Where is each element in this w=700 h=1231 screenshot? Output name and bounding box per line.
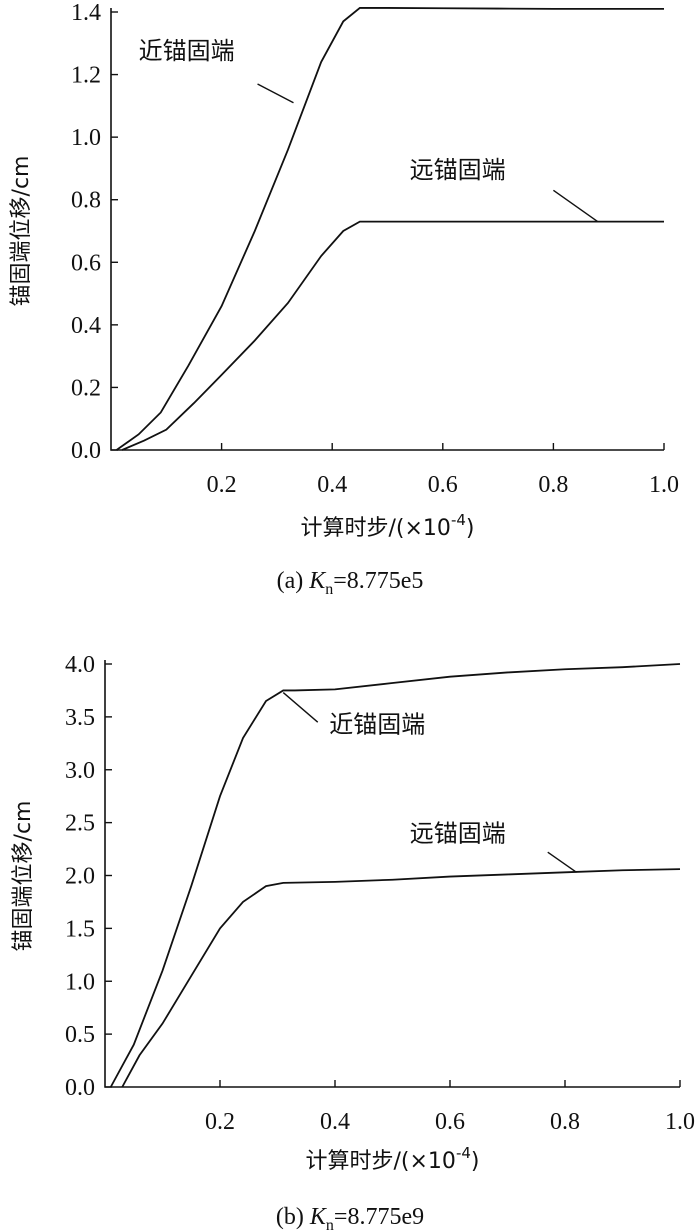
x-tick-label: 0.8 (550, 1109, 580, 1135)
x-tick-label: 0.6 (435, 1109, 465, 1135)
x-tick-label: 0.2 (207, 472, 237, 498)
x-tick-label: 0.6 (428, 472, 458, 498)
y-tick-label: 4.0 (65, 652, 95, 678)
y-tick-label: 1.4 (71, 0, 101, 26)
y-tick-label: 3.0 (65, 758, 95, 784)
series-label: 远锚固端 (410, 820, 506, 848)
y-tick-label: 0.8 (71, 188, 101, 214)
x-tick-label: 1.0 (649, 472, 679, 498)
x-tick-label: 0.2 (205, 1109, 235, 1135)
y-tick-label: 0.4 (71, 313, 101, 339)
chart-caption: (b) Kn=8.775e9 (276, 1204, 424, 1231)
series-line-near-anchor (116, 7, 664, 451)
axis-lines (110, 8, 664, 451)
annotation-leader-line (282, 692, 319, 723)
y-tick-label: 1.5 (65, 916, 95, 942)
series-line-far-anchor (121, 868, 681, 1088)
y-tick-label: 0.6 (71, 250, 101, 276)
annotation-leader-line (547, 851, 577, 873)
series-label: 近锚固端 (329, 711, 425, 739)
x-axis-title: 计算时步/(×10-4) (301, 511, 475, 541)
x-tick-label: 1.0 (665, 1109, 695, 1135)
y-tick-label: 0.5 (65, 1022, 95, 1048)
chart-b: 0.0 0.5 1.0 1.5 2.0 2.5 3.0 3.5 4.0 0.2 0.4 0.6 0.8 1… (11, 652, 695, 1231)
series-label: 近锚固端 (139, 37, 235, 65)
y-tick-label: 0.2 (71, 375, 101, 401)
x-tick-label: 0.4 (320, 1109, 350, 1135)
y-axis-title: 锚固端位移/cm (11, 801, 36, 952)
x-axis-title: 计算时步/(×10-4) (306, 1144, 480, 1174)
y-tick-label: 1.0 (71, 125, 101, 151)
y-axis-title: 锚固端位移/cm (9, 156, 34, 307)
chart-caption: (a) Kn=8.775e5 (277, 568, 424, 598)
series-line-far-anchor (121, 220, 664, 451)
x-tick-label: 0.8 (538, 472, 568, 498)
series-label: 远锚固端 (410, 156, 506, 184)
annotation-leader-line (257, 83, 294, 104)
y-tick-label: 1.0 (65, 969, 95, 995)
y-tick-label: 2.5 (65, 811, 95, 837)
series-line-near-anchor (109, 663, 681, 1088)
y-tick-label: 3.5 (65, 705, 95, 731)
annotation-leader-line (552, 189, 599, 223)
y-tick-label: 1.2 (71, 63, 101, 89)
y-tick-label: 2.0 (65, 864, 95, 890)
y-tick-label: 0.0 (65, 1075, 95, 1101)
y-tick-label: 0.0 (71, 438, 101, 464)
chart-a: 0.0 0.2 0.4 0.6 0.8 1.0 1.2 1.4 0.2 0.4 0.6 0.8 1.0 近… (9, 0, 679, 598)
x-tick-label: 0.4 (317, 472, 347, 498)
